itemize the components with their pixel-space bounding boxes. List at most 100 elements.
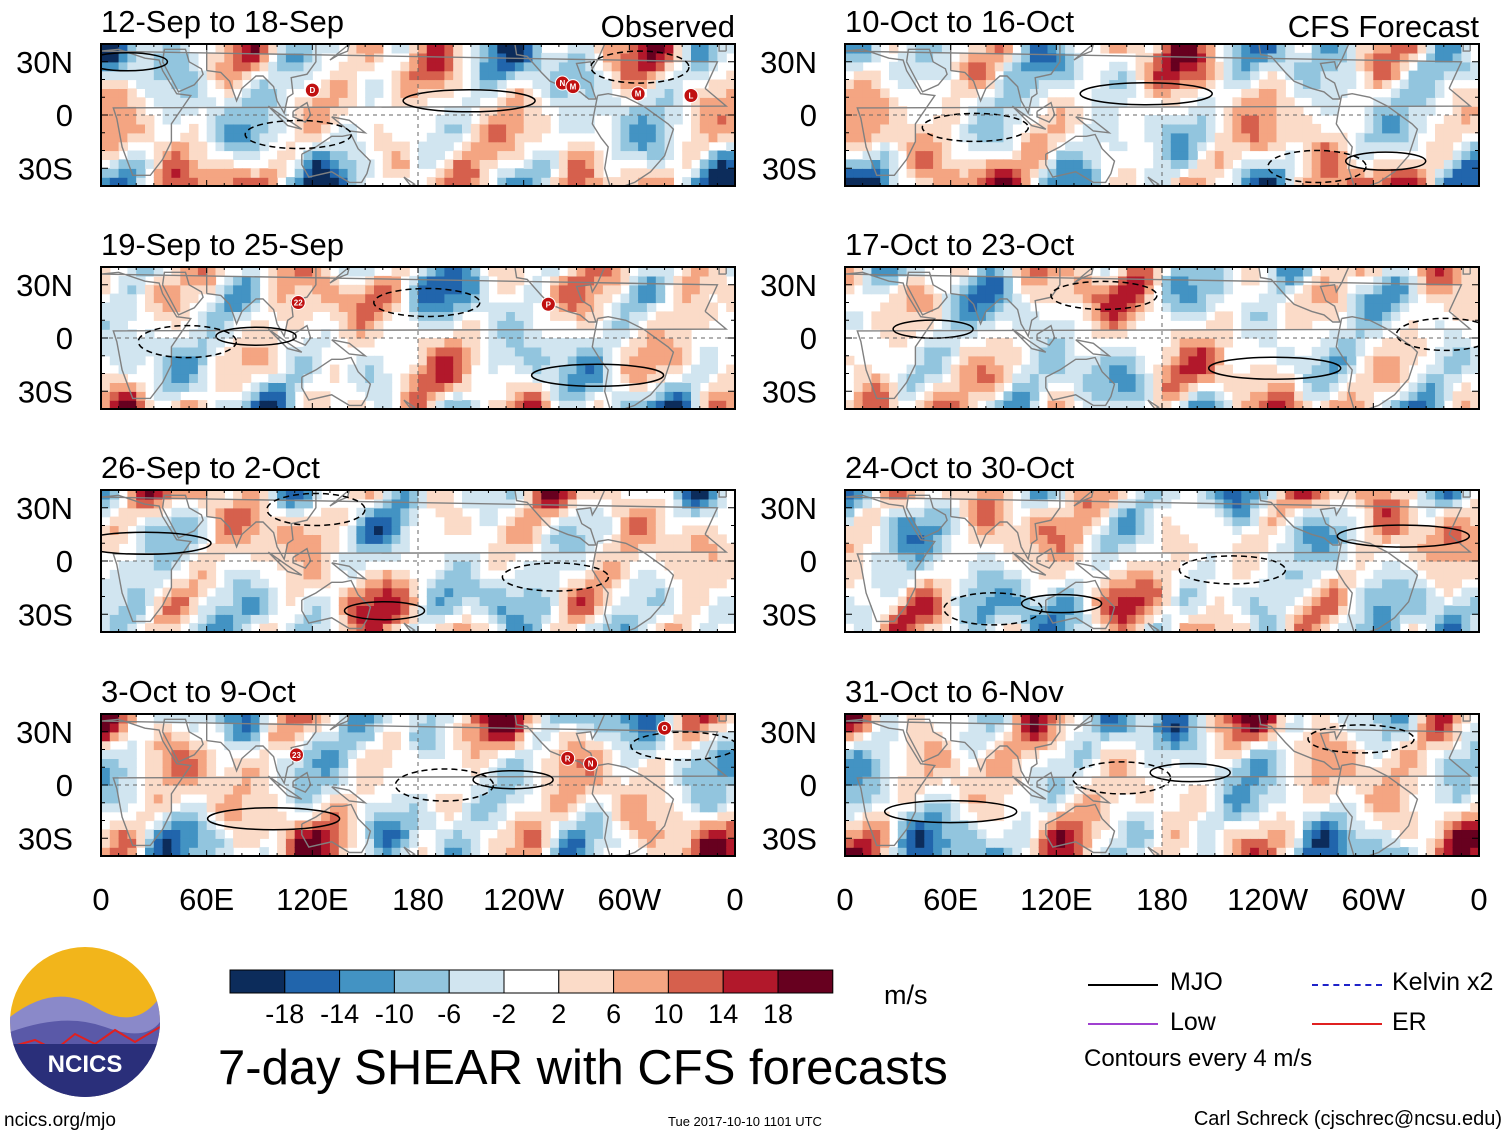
x-tick-label: 180: [392, 882, 444, 917]
coastline: [905, 718, 948, 763]
y-tick-label: 0: [800, 544, 817, 579]
x-tick-label: 0: [836, 882, 853, 917]
colorbar-swatch: [339, 969, 395, 994]
coastline: [718, 267, 727, 275]
x-tick-label: 60W: [1341, 882, 1405, 917]
mjo-contour: [1336, 524, 1471, 548]
mjo-contour: [1307, 724, 1415, 754]
y-tick-label: 30S: [18, 597, 73, 632]
coastline: [514, 714, 606, 770]
coastline: [718, 490, 727, 498]
coastline: [301, 803, 372, 854]
coastline: [905, 48, 948, 93]
coastline: [1011, 105, 1047, 130]
coastline: [950, 44, 1061, 116]
y-tick-label: 30S: [18, 151, 73, 186]
storm-marker: [288, 747, 304, 763]
map-panel-7: 24-Oct to 30-Oct 30N 0 30S: [760, 450, 1480, 633]
coastline: [329, 44, 351, 61]
y-tick-label: 30N: [760, 491, 817, 526]
site-link[interactable]: ncics.org/mjo: [4, 1110, 116, 1131]
coastline: [591, 92, 675, 186]
mjo-contour: [215, 326, 297, 346]
coastline: [292, 547, 312, 569]
coastline: [301, 133, 372, 184]
storm-label: 23: [292, 751, 301, 760]
coastline: [1075, 339, 1112, 357]
coastline: [267, 775, 303, 800]
logo-line: [10, 1026, 160, 1052]
mjo-contour: [101, 531, 212, 556]
storm-marker: [290, 295, 306, 310]
coastline: [403, 622, 416, 632]
coastline: [1045, 356, 1116, 407]
coastline: [950, 490, 1061, 562]
y-tick-label: 30N: [16, 268, 73, 303]
coastline: [1462, 267, 1471, 275]
panel-period-label: 10-Oct to 16-Oct: [845, 4, 1075, 39]
legend-mjo-line: [1088, 984, 1158, 986]
coastline: [591, 538, 675, 632]
coastline: [1335, 762, 1419, 856]
colorbar-swatch: [613, 969, 669, 994]
y-tick-label: 0: [800, 768, 817, 803]
storm-label: R: [565, 754, 571, 763]
coastline: [1258, 714, 1350, 770]
coastline: [950, 714, 1061, 786]
map-panel-6: 17-Oct to 23-Oct 30N 0 30S: [760, 227, 1480, 410]
panel-period-label: 31-Oct to 6-Nov: [845, 674, 1064, 709]
coastline: [845, 48, 1473, 177]
coastline: [1147, 846, 1160, 856]
coastline: [301, 356, 372, 407]
mjo-contour: [1071, 761, 1172, 795]
coastline: [905, 271, 948, 316]
mjo-contour: [943, 592, 1043, 626]
coastline: [1011, 775, 1047, 800]
coastline: [329, 267, 351, 284]
y-tick-label: 0: [56, 768, 73, 803]
mjo-contour: [1267, 149, 1367, 184]
colorbar-tick-label: -18: [265, 999, 304, 1029]
y-tick-label: 30S: [18, 374, 73, 409]
mjo-contour: [501, 562, 610, 592]
coastline: [331, 116, 368, 134]
coastline: [331, 786, 368, 804]
storm-marker: [630, 86, 646, 102]
storm-marker: [565, 79, 581, 95]
x-tick-label: 0: [92, 882, 109, 917]
coastline: [1258, 44, 1350, 100]
mjo-contour: [1020, 593, 1103, 614]
colorbar-tick-label: 2: [551, 999, 566, 1029]
coastline: [1045, 803, 1116, 854]
coastline: [1335, 315, 1419, 409]
colorbar-tick-label: -14: [320, 999, 359, 1029]
panel-period-label: 3-Oct to 9-Oct: [101, 674, 296, 709]
coastline: [1147, 176, 1160, 186]
logo-text: NCICS: [48, 1051, 123, 1078]
storm-label: O: [661, 724, 667, 733]
coastline: [205, 714, 317, 786]
coastline: [267, 551, 303, 576]
coastline: [1036, 771, 1056, 793]
x-tick-label: 0: [1470, 882, 1487, 917]
coastline: [403, 176, 416, 186]
coastline: [1075, 786, 1112, 804]
mjo-contour: [630, 731, 735, 761]
mjo-contour: [244, 119, 352, 150]
y-tick-label: 30N: [760, 45, 817, 80]
coastline: [161, 48, 204, 93]
storm-marker: [683, 87, 699, 103]
colorbar-swatch: [448, 969, 505, 994]
mjo-contour: [1178, 555, 1287, 585]
y-tick-label: 30N: [16, 491, 73, 526]
x-tick-label: 120W: [1227, 882, 1309, 917]
storm-marker: [540, 296, 556, 312]
colorbar-tick-label: 18: [763, 999, 793, 1029]
colorbar-tick-label: 10: [653, 999, 683, 1029]
coastline: [591, 762, 675, 856]
x-tick-label: 120W: [483, 882, 565, 917]
storm-label: L: [689, 91, 694, 100]
colorbar-swatch: [558, 969, 615, 994]
